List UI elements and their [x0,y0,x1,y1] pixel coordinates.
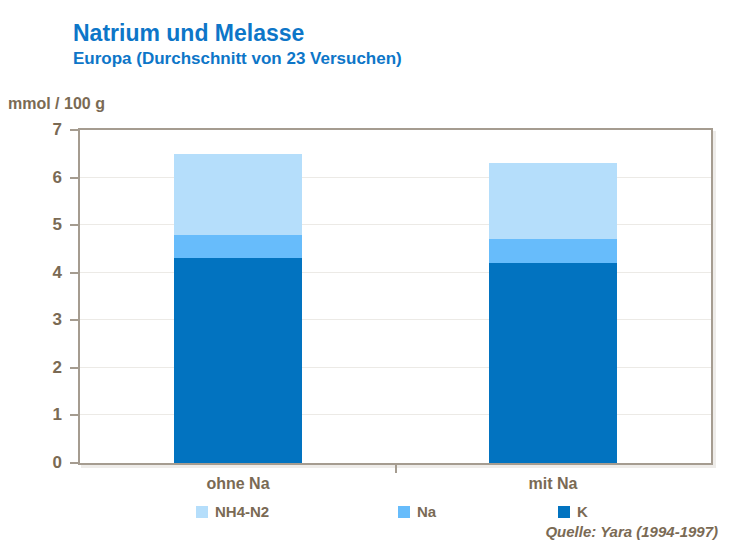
source-label: Quelle: Yara (1994-1997) [545,523,718,540]
y-axis-tick [70,319,78,321]
y-axis-tick-label: 3 [14,310,62,330]
y-axis-tick [70,272,78,274]
bar-segment-nh4-n2 [489,163,617,239]
legend-label: Na [417,503,436,520]
y-axis-tick-label: 4 [14,263,62,283]
legend-swatch-icon [196,506,208,518]
bar-segment-na [489,239,617,263]
legend-label: K [577,503,588,520]
category-label: ohne Na [158,475,318,493]
y-axis-tick-label: 6 [14,168,62,188]
y-axis-tick [70,414,78,416]
y-axis-tick-label: 0 [14,453,62,473]
y-axis-tick [70,224,78,226]
category-label: mit Na [473,475,633,493]
y-axis-tick-label: 7 [14,120,62,140]
y-axis-tick [70,177,78,179]
bar-segment-k [174,258,302,463]
legend-item-k: K [558,503,588,520]
y-axis-tick-label: 1 [14,405,62,425]
y-axis-tick [70,462,78,464]
y-axis-tick [70,367,78,369]
legend-item-na: Na [398,503,436,520]
legend-label: NH4-N2 [215,503,269,520]
y-axis-tick-label: 5 [14,215,62,235]
y-axis-tick-label: 2 [14,358,62,378]
bar-segment-na [174,234,302,258]
chart-canvas: Natrium und Melasse Europa (Durchschnitt… [0,0,730,548]
legend-item-nh4-n2: NH4-N2 [196,503,269,520]
bar-segment-nh4-n2 [174,154,302,235]
y-axis-tick [70,129,78,131]
legend-swatch-icon [398,506,410,518]
x-axis-tick [395,465,397,473]
plot-area [78,128,713,465]
chart-title: Natrium und Melasse [73,20,304,47]
bar-segment-k [489,263,617,463]
y-axis-unit-label: mmol / 100 g [8,95,105,113]
chart-subtitle: Europa (Durchschnitt von 23 Versuchen) [73,49,402,69]
legend-swatch-icon [558,506,570,518]
